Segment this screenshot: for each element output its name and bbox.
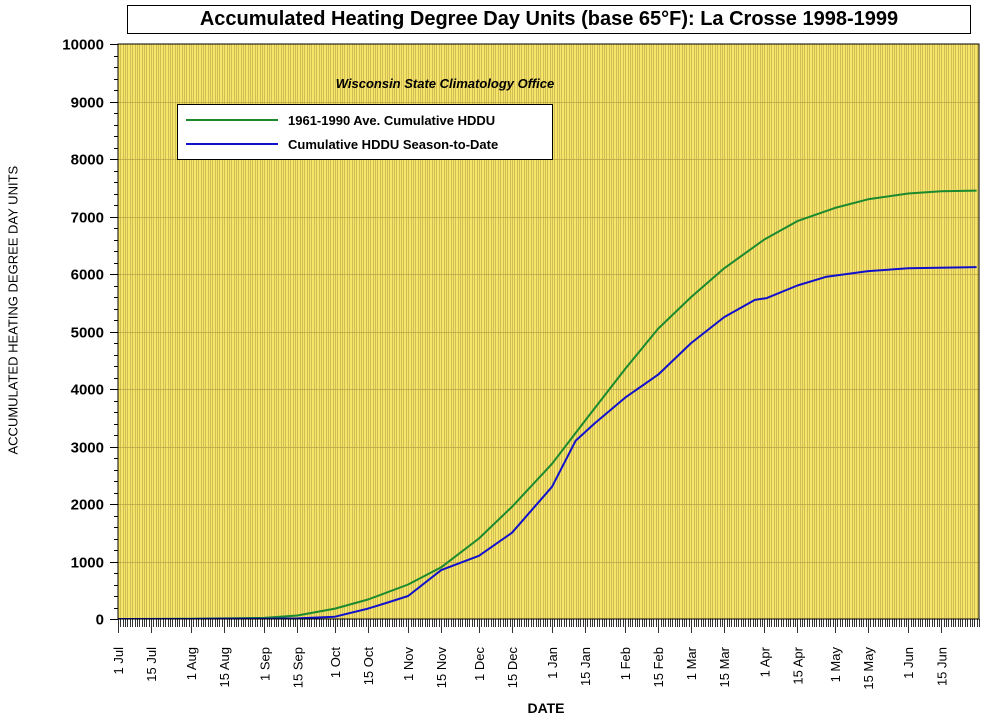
x-tick-label: 1 Sep — [257, 647, 272, 681]
x-axis: 1 Jul 15 Jul 1 Aug 15 Aug 1 Sep 15 Sep 1 Oct 15… — [111, 619, 980, 690]
x-axis-label: DATE — [527, 700, 565, 716]
x-tick-label: 1 Aug — [184, 647, 199, 680]
legend-label-season: Cumulative HDDU Season-to-Date — [288, 136, 499, 152]
y-tick-label: 9000 — [71, 95, 104, 112]
x-tick-label: 1 Dec — [472, 647, 487, 681]
legend-item-average: 1961-1990 Ave. Cumulative HDDU — [186, 111, 495, 129]
x-tick-label: 1 Oct — [328, 647, 343, 678]
y-tick-label: 6000 — [71, 267, 104, 284]
y-tick-label: 3000 — [71, 440, 104, 457]
chart-subtitle: Wisconsin State Climatology Office — [335, 76, 555, 91]
legend-label-average: 1961-1990 Ave. Cumulative HDDU — [288, 112, 496, 128]
x-tick-label: 15 May — [861, 647, 876, 690]
x-tick-label: 15 Mar — [717, 646, 732, 687]
x-tick-label: 15 Nov — [434, 647, 449, 689]
series-line-season — [118, 266, 977, 619]
series-lines — [118, 189, 977, 619]
plot-frame — [117, 43, 980, 620]
y-tick-label: 10000 — [62, 37, 104, 54]
legend-item-season: Cumulative HDDU Season-to-Date — [186, 135, 498, 153]
y-tick-label: 1000 — [71, 555, 104, 572]
x-tick-label: 1 Nov — [401, 647, 416, 681]
y-tick-label: 4000 — [71, 382, 104, 399]
legend-swatch-average — [186, 119, 278, 121]
chart-title: Accumulated Heating Degree Day Units (ba… — [127, 5, 971, 34]
series-line-average — [118, 189, 977, 619]
x-tick-label: 1 Apr — [757, 646, 772, 677]
x-tick-label: 1 Mar — [684, 646, 699, 680]
y-tick-label: 0 — [96, 612, 104, 629]
x-tick-label: 15 Jul — [144, 647, 159, 682]
x-tick-label: 15 Aug — [217, 647, 232, 688]
x-tick-label: 15 Jun — [934, 647, 949, 686]
x-tick-label: 15 Dec — [505, 647, 520, 689]
x-tick-label: 1 Jun — [901, 647, 916, 679]
y-axis: 0 1000 2000 3000 4000 5000 6000 7000 8000 9000 100… — [62, 37, 118, 629]
y-tick-label: 7000 — [71, 210, 104, 227]
x-tick-label: 15 Oct — [361, 647, 376, 686]
x-tick-label: 1 May — [828, 647, 843, 683]
x-tick-label: 15 Apr — [790, 646, 805, 684]
y-tick-label: 5000 — [71, 325, 104, 342]
x-tick-label: 15 Sep — [290, 647, 305, 688]
horizontal-gridlines — [118, 102, 979, 563]
legend: 1961-1990 Ave. Cumulative HDDU Cumulativ… — [177, 104, 553, 160]
y-axis-label: ACCUMULATED HEATING DEGREE DAY UNITS — [5, 165, 21, 455]
x-tick-label: 15 Jan — [578, 647, 593, 686]
legend-swatch-season — [186, 143, 278, 145]
x-tick-label: 1 Feb — [618, 647, 633, 680]
x-tick-label: 15 Feb — [651, 647, 666, 687]
x-tick-label: 1 Jul — [111, 647, 126, 675]
y-tick-label: 2000 — [71, 497, 104, 514]
y-tick-label: 8000 — [71, 152, 104, 169]
x-tick-label: 1 Jan — [545, 647, 560, 679]
